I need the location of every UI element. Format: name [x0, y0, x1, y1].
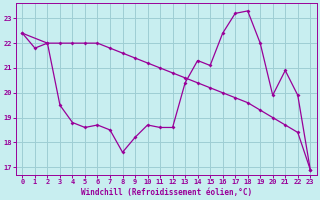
X-axis label: Windchill (Refroidissement éolien,°C): Windchill (Refroidissement éolien,°C) — [81, 188, 252, 197]
